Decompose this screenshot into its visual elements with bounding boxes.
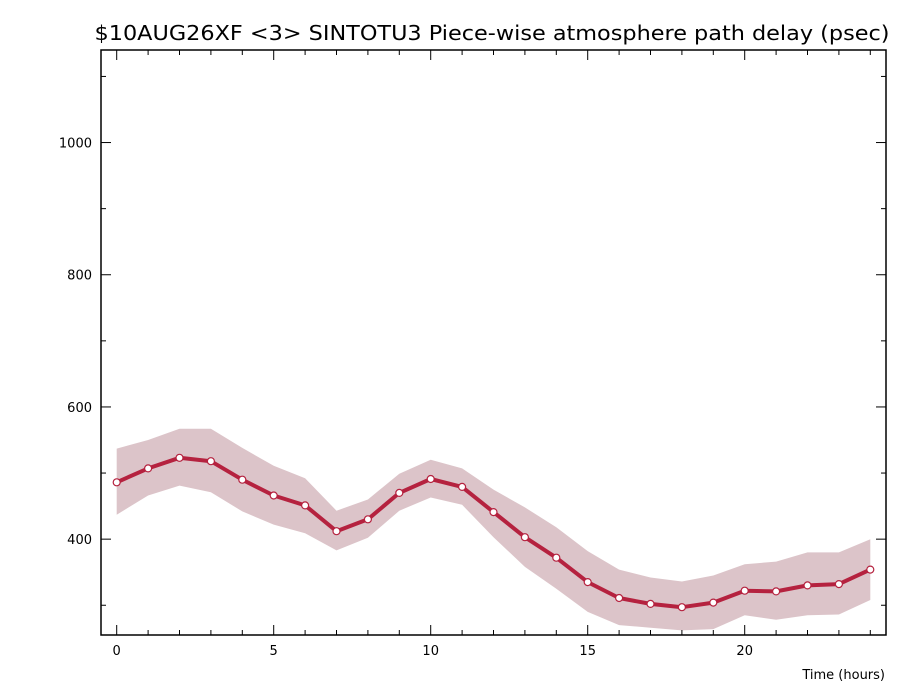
y-tick-label: 800 [67, 269, 92, 284]
chart-title: $10AUG26XF <3> SINTOTU3 Piece-wise atmos… [95, 21, 890, 45]
axes: 0 5 10 15 20 400 600 800 1000 [59, 49, 887, 659]
plot-frame [100, 49, 887, 636]
data-point [677, 603, 687, 612]
data-point [301, 501, 310, 510]
data-point [520, 533, 530, 542]
data-point [709, 598, 718, 607]
data-point [614, 593, 624, 603]
x-tick-label: 5 [270, 644, 278, 659]
data-point [834, 579, 844, 589]
data-point [646, 599, 655, 609]
data-point [458, 482, 467, 491]
data-point-layer [112, 453, 875, 612]
y-tick-label: 400 [67, 533, 92, 548]
x-tick-label: 15 [579, 644, 596, 659]
data-point [363, 515, 372, 524]
x-tick-label: 0 [113, 644, 121, 659]
y-tick-label: 600 [67, 401, 92, 416]
data-point [144, 464, 153, 473]
data-point [426, 474, 435, 484]
data-point [332, 527, 341, 536]
data-point [552, 553, 561, 562]
data-point [175, 453, 184, 462]
x-tick-label: 20 [736, 644, 753, 659]
data-point [112, 478, 121, 487]
data-point [489, 507, 498, 517]
data-point [771, 587, 781, 596]
data-point [269, 491, 278, 500]
data-point [740, 586, 749, 595]
data-point [583, 577, 592, 587]
data-point [803, 581, 812, 590]
data-point [238, 475, 247, 484]
x-axis-label: Time (hours) [801, 668, 885, 683]
uncertainty-band-layer [116, 428, 871, 631]
y-tick-label: 1000 [59, 137, 92, 152]
data-point [866, 565, 875, 574]
data-point [395, 488, 404, 497]
x-tick-label: 10 [422, 644, 439, 659]
data-point [206, 457, 215, 466]
uncertainty-band [116, 428, 871, 631]
